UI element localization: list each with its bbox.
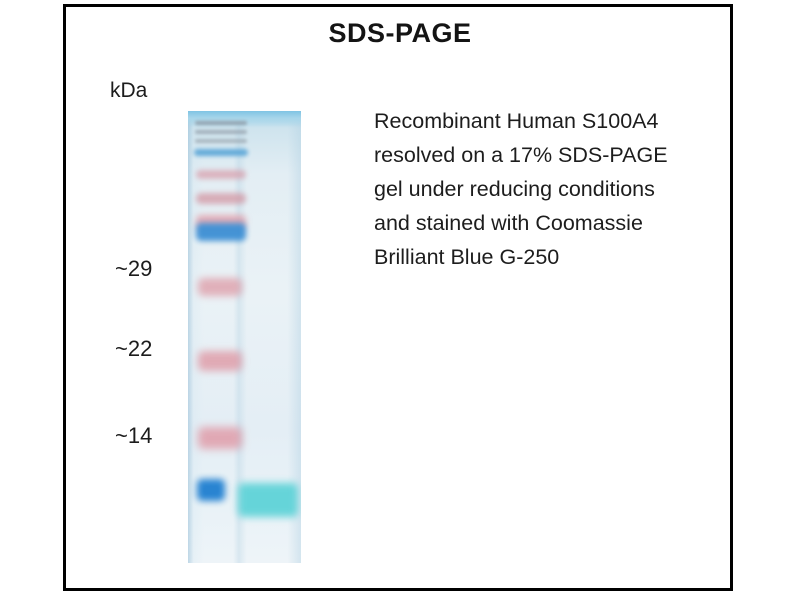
ladder-band <box>196 170 246 179</box>
ladder-band <box>195 139 247 143</box>
ladder-band <box>198 427 242 449</box>
sample-band <box>238 483 298 517</box>
figure-border <box>63 4 733 591</box>
page-title: SDS-PAGE <box>328 18 472 48</box>
ladder-band <box>196 193 246 204</box>
ladder-band <box>198 278 242 296</box>
ladder-band <box>195 121 247 125</box>
gel-photograph <box>188 111 301 563</box>
mw-marker-label: ~29 <box>115 256 153 281</box>
ladder-band <box>196 223 246 241</box>
ladder-band <box>198 351 242 371</box>
axis-unit-label: kDa <box>110 79 148 102</box>
ladder-band <box>197 479 225 501</box>
caption-text: Recombinant Human S100A4 resolved on a 1… <box>374 109 668 269</box>
mw-marker-label: ~14 <box>115 423 153 448</box>
mw-marker-label: ~22 <box>115 336 153 361</box>
ladder-band <box>195 130 247 134</box>
ladder-band <box>194 149 248 156</box>
figure-caption: Recombinant Human S100A4 resolved on a 1… <box>374 104 674 274</box>
